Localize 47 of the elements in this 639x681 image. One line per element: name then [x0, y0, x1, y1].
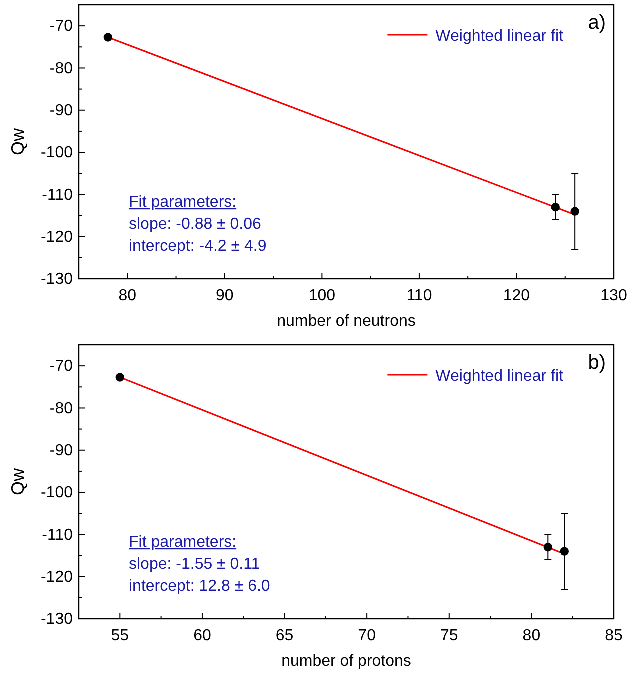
annotation: Fit parameters:	[129, 534, 237, 551]
y-tick-label: -100	[40, 144, 74, 162]
y-tick-label: -90	[50, 442, 74, 460]
annotation: Fit parameters:	[129, 194, 237, 211]
x-tick-label: 100	[308, 287, 336, 304]
x-tick-label: 80	[118, 287, 137, 304]
x-tick-label: 60	[194, 627, 212, 644]
point	[551, 202, 560, 212]
y-tick-label: -70	[50, 18, 74, 36]
y-axis-title: Qw	[8, 468, 28, 496]
point	[544, 542, 553, 552]
legend-label: Weighted linear fit	[436, 28, 564, 45]
x-axis-title: number of neutrons	[277, 313, 416, 330]
y-tick-label: -120	[40, 568, 74, 586]
x-tick-label: 90	[216, 287, 234, 304]
x-tick-label: 55	[111, 627, 130, 644]
y-tick-label: -80	[50, 60, 74, 78]
x-tick-label: 65	[276, 627, 294, 644]
x-tick-label: 110	[406, 287, 432, 304]
y-tick-label: -90	[50, 102, 74, 120]
y-tick-label: -70	[50, 358, 74, 376]
annotation: intercept: -4.2 ± 4.9	[129, 238, 267, 255]
y-tick-label: -100	[40, 484, 74, 502]
point	[560, 547, 569, 556]
legend-label: Weighted linear fit	[436, 368, 564, 385]
y-tick-label: -130	[40, 271, 74, 288]
point	[116, 373, 125, 382]
annotation: slope: -1.55 ± 0.11	[129, 556, 260, 573]
x-axis-title: number of protons	[282, 653, 412, 670]
x-tick-label: 120	[503, 287, 530, 304]
y-tick-label: -130	[40, 611, 74, 628]
y-tick-label: -110	[42, 526, 74, 544]
y-tick-label: -80	[50, 400, 74, 418]
y-tick-label: -110	[42, 186, 74, 204]
y-tick-label: -120	[40, 228, 74, 246]
x-tick-label: 130	[600, 287, 628, 304]
annotation: intercept: 12.8 ± 6.0	[129, 578, 270, 595]
point	[570, 207, 580, 216]
annotation: a)	[588, 12, 606, 34]
x-tick-label: 75	[440, 627, 458, 644]
x-tick-label: 85	[605, 627, 623, 644]
annotation: slope: -0.88 ± 0.06	[129, 216, 262, 233]
y-axis-title: Qw	[8, 128, 28, 156]
x-tick-label: 70	[358, 627, 376, 644]
point	[104, 33, 113, 42]
annotation: b)	[588, 352, 606, 374]
x-tick-label: 80	[522, 627, 541, 644]
